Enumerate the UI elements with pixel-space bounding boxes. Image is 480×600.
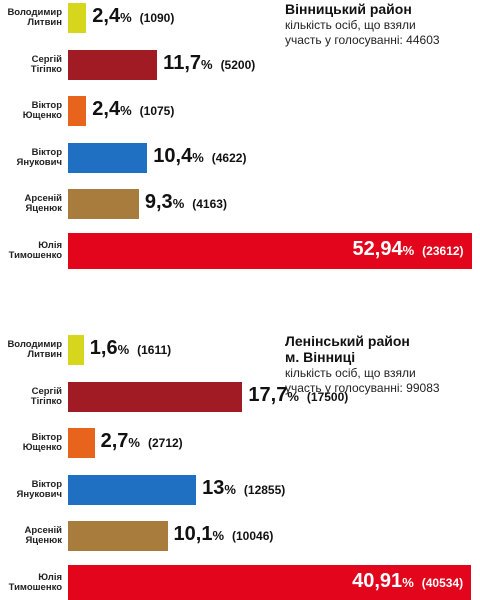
bar: [68, 189, 139, 219]
value-text: 10,1%: [173, 523, 225, 545]
vote-count: (40534): [421, 575, 464, 590]
value-label: 10,1% (10046): [174, 523, 274, 549]
value-label: 1,6% (1611): [90, 337, 171, 363]
chart-title: Ленінський район м. Вінниці: [285, 333, 410, 365]
value-text: 52,94%: [352, 237, 415, 260]
bar: [68, 96, 87, 126]
vote-count: (1075): [139, 104, 175, 118]
category-label: Юлія Тимошенко: [8, 571, 62, 593]
value-text: 17,7%: [248, 383, 299, 406]
vote-count: (4163): [192, 197, 227, 211]
value-text: 9,3%: [144, 191, 185, 213]
value-text: 40,91%: [352, 569, 414, 592]
category-label: Арсеній Яценюк: [24, 193, 62, 214]
value-label: 2,7% (2712): [101, 430, 183, 456]
vote-count: (5200): [220, 57, 256, 72]
value-text: 2,4%: [92, 5, 132, 27]
bar: [68, 335, 84, 365]
vote-count: (1090): [139, 11, 175, 25]
chart-subtitle: кількість осіб, що взяли участь у голосу…: [285, 18, 440, 47]
category-label: Віктор Янукович: [16, 478, 62, 500]
value-label: 9,3% (4163): [145, 191, 227, 217]
bar: [68, 474, 197, 505]
value-label: 2,4% (1090): [92, 5, 174, 31]
bar: [68, 381, 243, 412]
category-label: Юлія Тимошенко: [8, 239, 62, 261]
bar: [68, 49, 158, 80]
value-text: 2,7%: [100, 430, 140, 452]
category-label: Віктор Янукович: [16, 146, 62, 168]
vote-count: (1611): [137, 343, 172, 357]
category-label: Арсеній Яценюк: [24, 525, 62, 546]
category-label: Віктор Ющенко: [22, 432, 62, 453]
value-text: 2,4%: [92, 98, 132, 120]
bar: [68, 428, 95, 458]
vote-count: (4622): [211, 150, 247, 165]
value-text: 1,6%: [89, 337, 130, 359]
value-text: 13%: [202, 476, 236, 499]
value-label: 17,7% (17500): [248, 384, 348, 410]
category-label: Віктор Ющенко: [22, 100, 62, 121]
bar: [68, 521, 168, 551]
value-text: 10,4%: [153, 144, 204, 167]
bar: [68, 142, 148, 173]
vote-count: (2712): [147, 436, 183, 450]
value-label: 10,4% (4622): [153, 145, 246, 171]
category-label: Володимир Литвин: [7, 339, 62, 360]
category-label: Сергій Тігіпко: [30, 53, 62, 75]
value-text: 11,7%: [163, 51, 213, 74]
vote-count: (12855): [243, 482, 286, 497]
bar: [68, 3, 87, 33]
vote-count: (17500): [306, 389, 349, 404]
value-label: 40,91% (40534): [352, 570, 463, 596]
vote-count: (23612): [422, 243, 464, 258]
category-label: Сергій Тігіпко: [30, 385, 62, 407]
vote-count: (10046): [232, 529, 274, 543]
value-label: 52,94% (23612): [353, 238, 464, 264]
value-label: 11,7% (5200): [163, 52, 255, 78]
bar: [68, 564, 472, 600]
value-label: 13% (12855): [202, 477, 285, 503]
value-label: 2,4% (1075): [92, 98, 174, 124]
chart-title: Вінницький район: [285, 1, 412, 17]
category-label: Володимир Литвин: [7, 7, 62, 28]
chart-subtitle: кількість осіб, що взяли участь у голосу…: [285, 366, 440, 395]
bar: [68, 232, 472, 269]
